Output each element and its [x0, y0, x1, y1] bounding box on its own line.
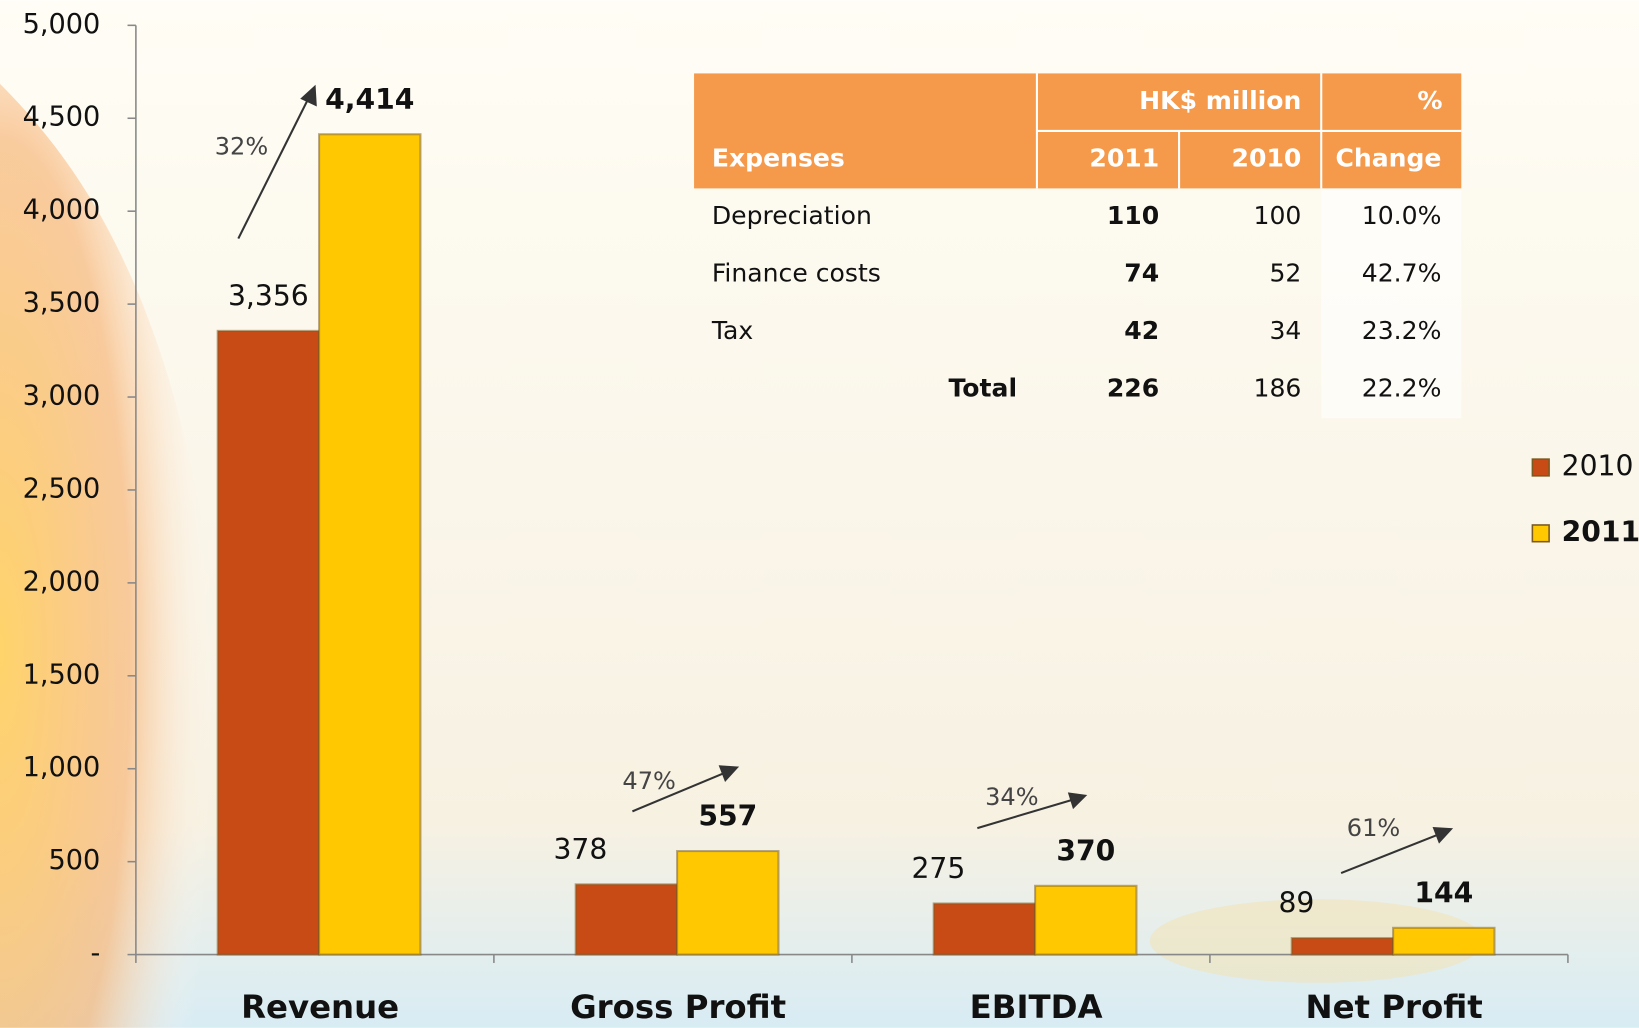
bar — [677, 851, 778, 955]
growth-label: 47% — [622, 767, 675, 795]
bar — [1393, 928, 1494, 955]
y-tick-label: 5,000 — [23, 9, 101, 40]
value-label: 4,414 — [325, 83, 414, 116]
table-column-header: 2011 — [1089, 144, 1159, 173]
value-label: 3,356 — [228, 279, 309, 312]
growth-label: 61% — [1347, 814, 1400, 842]
table-group-header: % — [1417, 86, 1442, 115]
table-cell: 23.2% — [1362, 316, 1442, 345]
bar — [218, 331, 319, 955]
x-tick-label: Revenue — [241, 988, 399, 1026]
legend-label: 2011 — [1562, 515, 1639, 548]
value-label: 557 — [698, 800, 757, 833]
value-label: 89 — [1278, 887, 1314, 920]
chart: 32% 47% 34% 61% - 500 1,000 1,500 2,000 2,500… — [0, 0, 1639, 1028]
table-cell: 110 — [1107, 201, 1159, 230]
table-column-header: 2010 — [1232, 144, 1302, 173]
y-tick-label: 4,000 — [23, 195, 101, 226]
table-total-cell: 186 — [1253, 374, 1301, 403]
value-label: 144 — [1414, 876, 1473, 909]
y-tick-label: 3,000 — [23, 381, 101, 412]
table-group-header: HK$ million — [1139, 86, 1301, 115]
y-tick-label: - — [91, 938, 101, 969]
y-tick-label: 2,000 — [23, 566, 101, 597]
table-cell: Finance costs — [712, 259, 881, 288]
value-label: 370 — [1056, 834, 1115, 867]
page: 32% 47% 34% 61% - 500 1,000 1,500 2,000 2,500… — [0, 0, 1639, 1028]
table-column-header: Change — [1335, 144, 1441, 173]
x-tick-label: Net Profit — [1305, 988, 1482, 1026]
table-cell: 52 — [1269, 259, 1301, 288]
bar — [319, 134, 420, 954]
legend-swatch — [1532, 459, 1549, 476]
bar — [576, 884, 677, 954]
table-cell: 42.7% — [1362, 259, 1442, 288]
table-cell: Depreciation — [712, 201, 872, 230]
table-cell: Tax — [711, 316, 754, 345]
table-cell: 100 — [1253, 201, 1301, 230]
table-column-header: Expenses — [712, 144, 845, 173]
legend-label: 2010 — [1562, 449, 1634, 482]
y-tick-label: 4,500 — [23, 102, 101, 133]
y-tick-label: 1,000 — [23, 752, 101, 783]
value-label: 275 — [911, 852, 965, 885]
y-tick-label: 500 — [49, 845, 101, 876]
y-tick-label: 3,500 — [23, 288, 101, 319]
table-total-cell: 226 — [1107, 374, 1159, 403]
value-label: 378 — [553, 833, 607, 866]
bar — [1035, 886, 1136, 955]
table-total-cell: 22.2% — [1362, 374, 1442, 403]
legend-swatch — [1532, 525, 1549, 542]
table-cell: 42 — [1124, 316, 1159, 345]
x-tick-label: EBITDA — [970, 988, 1103, 1026]
y-tick-label: 1,500 — [23, 659, 101, 690]
bar — [934, 903, 1035, 954]
table-cell: 74 — [1124, 259, 1159, 288]
table-total-cell: Total — [949, 374, 1018, 403]
table-cell: 34 — [1269, 316, 1301, 345]
y-tick-label: 2,500 — [23, 473, 101, 504]
table-cell: 10.0% — [1362, 201, 1442, 230]
growth-label: 34% — [985, 783, 1038, 811]
bar — [1292, 938, 1393, 955]
x-tick-label: Gross Profit — [570, 988, 786, 1026]
growth-label: 32% — [215, 133, 268, 161]
